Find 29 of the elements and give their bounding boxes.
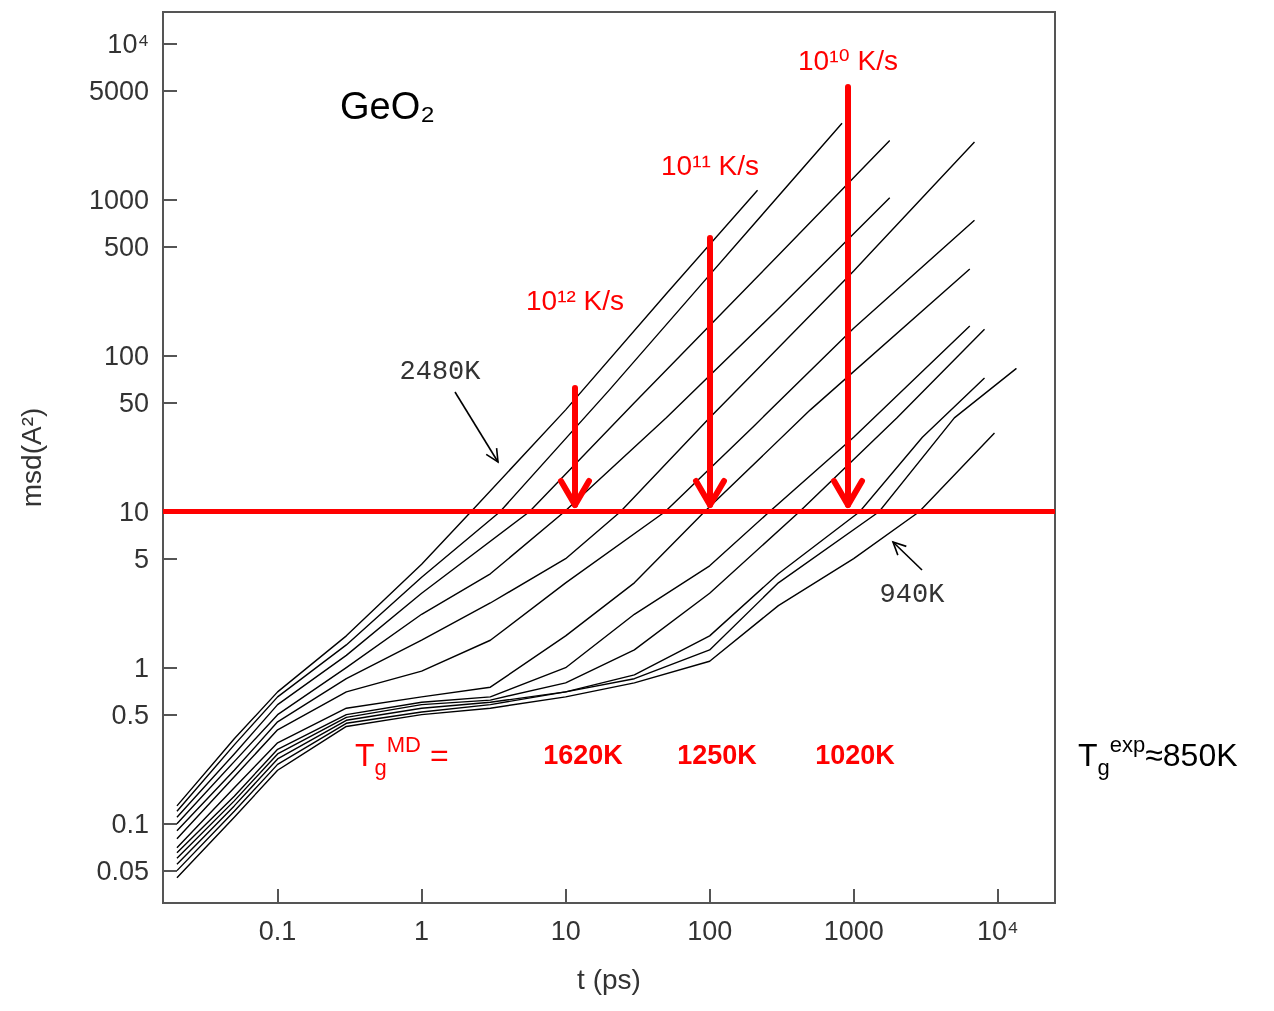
annotation: 10¹¹ K/s (660, 149, 760, 181)
y-tick-label: 1 (133, 652, 149, 683)
annotation: 1620K (543, 740, 624, 770)
y-tick-label: 50 (118, 387, 149, 418)
x-tick-label: 10 (550, 915, 581, 946)
y-tick-label: 100 (103, 340, 149, 371)
x-tick-label: 1000 (823, 915, 884, 946)
y-tick-label: 0.1 (111, 808, 149, 839)
x-tick-label: 100 (687, 915, 733, 946)
annotation: 940K (879, 580, 946, 610)
y-tick-label: 1000 (88, 184, 149, 215)
y-tick-label: 5000 (88, 75, 149, 106)
annotation: 10¹² K/s (525, 284, 625, 316)
y-tick-label: 0.05 (96, 855, 149, 886)
x-axis-title: t (ps) (577, 963, 641, 995)
annotation: 2480K (399, 357, 482, 387)
y-tick-label: 10 (118, 496, 149, 527)
y-tick-label: 500 (103, 231, 149, 262)
x-tick-label: 1 (414, 915, 430, 946)
x-tick-label: 0.1 (258, 915, 297, 946)
annotation: 1250K (677, 740, 758, 770)
text: GeO₂ (340, 85, 435, 127)
y-tick-label: 0.5 (111, 699, 149, 730)
x-tick-label: 10⁴ (976, 915, 1019, 946)
annotation: 1020K (815, 740, 896, 770)
y-tick-label: 5 (133, 543, 149, 574)
y-tick-label: 10⁴ (107, 28, 149, 59)
annotation: 10¹⁰ K/s (798, 44, 898, 76)
y-axis-title: msd(A²) (15, 407, 47, 508)
